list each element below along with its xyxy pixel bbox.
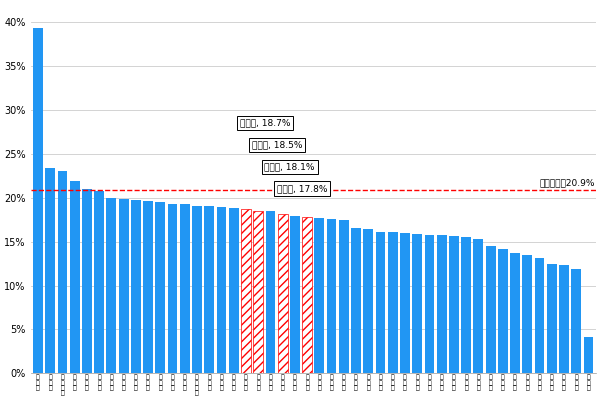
Bar (498, 250, 508, 374)
Bar (119, 199, 128, 374)
Text: 岐阜県, 17.8%: 岐阜県, 17.8% (277, 184, 327, 193)
Bar (535, 258, 544, 374)
Bar (58, 171, 67, 374)
Bar (510, 253, 520, 374)
Bar (302, 217, 312, 374)
Bar (425, 234, 434, 374)
Bar (461, 237, 471, 374)
Bar (46, 168, 55, 374)
Bar (278, 214, 287, 374)
Bar (449, 236, 459, 374)
Bar (205, 206, 214, 374)
Bar (143, 201, 153, 374)
Bar (266, 211, 275, 374)
Bar (486, 246, 496, 374)
Text: 愛知県, 18.7%: 愛知県, 18.7% (240, 118, 290, 127)
Bar (290, 216, 300, 374)
Bar (70, 181, 80, 374)
Bar (94, 190, 104, 374)
Bar (400, 233, 410, 374)
Bar (33, 28, 43, 374)
Bar (217, 207, 226, 374)
Bar (547, 264, 557, 374)
Bar (559, 265, 569, 374)
Bar (364, 229, 373, 374)
Bar (339, 220, 349, 374)
Bar (571, 269, 581, 374)
Bar (253, 211, 263, 374)
Bar (241, 209, 251, 374)
Text: 三重県, 18.5%: 三重県, 18.5% (252, 140, 302, 149)
Bar (314, 218, 324, 374)
Bar (180, 204, 190, 374)
Bar (351, 228, 361, 374)
Bar (473, 239, 483, 374)
Bar (326, 219, 337, 374)
Text: 静岡県, 18.1%: 静岡県, 18.1% (265, 162, 315, 171)
Bar (388, 232, 398, 374)
Bar (584, 336, 593, 374)
Bar (229, 208, 239, 374)
Bar (523, 255, 532, 374)
Bar (106, 198, 116, 374)
Bar (376, 232, 385, 374)
Bar (192, 206, 202, 374)
Bar (412, 234, 422, 374)
Text: 全国普及率20.9%: 全国普及率20.9% (539, 178, 595, 187)
Bar (82, 189, 92, 374)
Bar (167, 204, 178, 374)
Bar (155, 202, 165, 374)
Bar (437, 236, 446, 374)
Bar (131, 200, 141, 374)
